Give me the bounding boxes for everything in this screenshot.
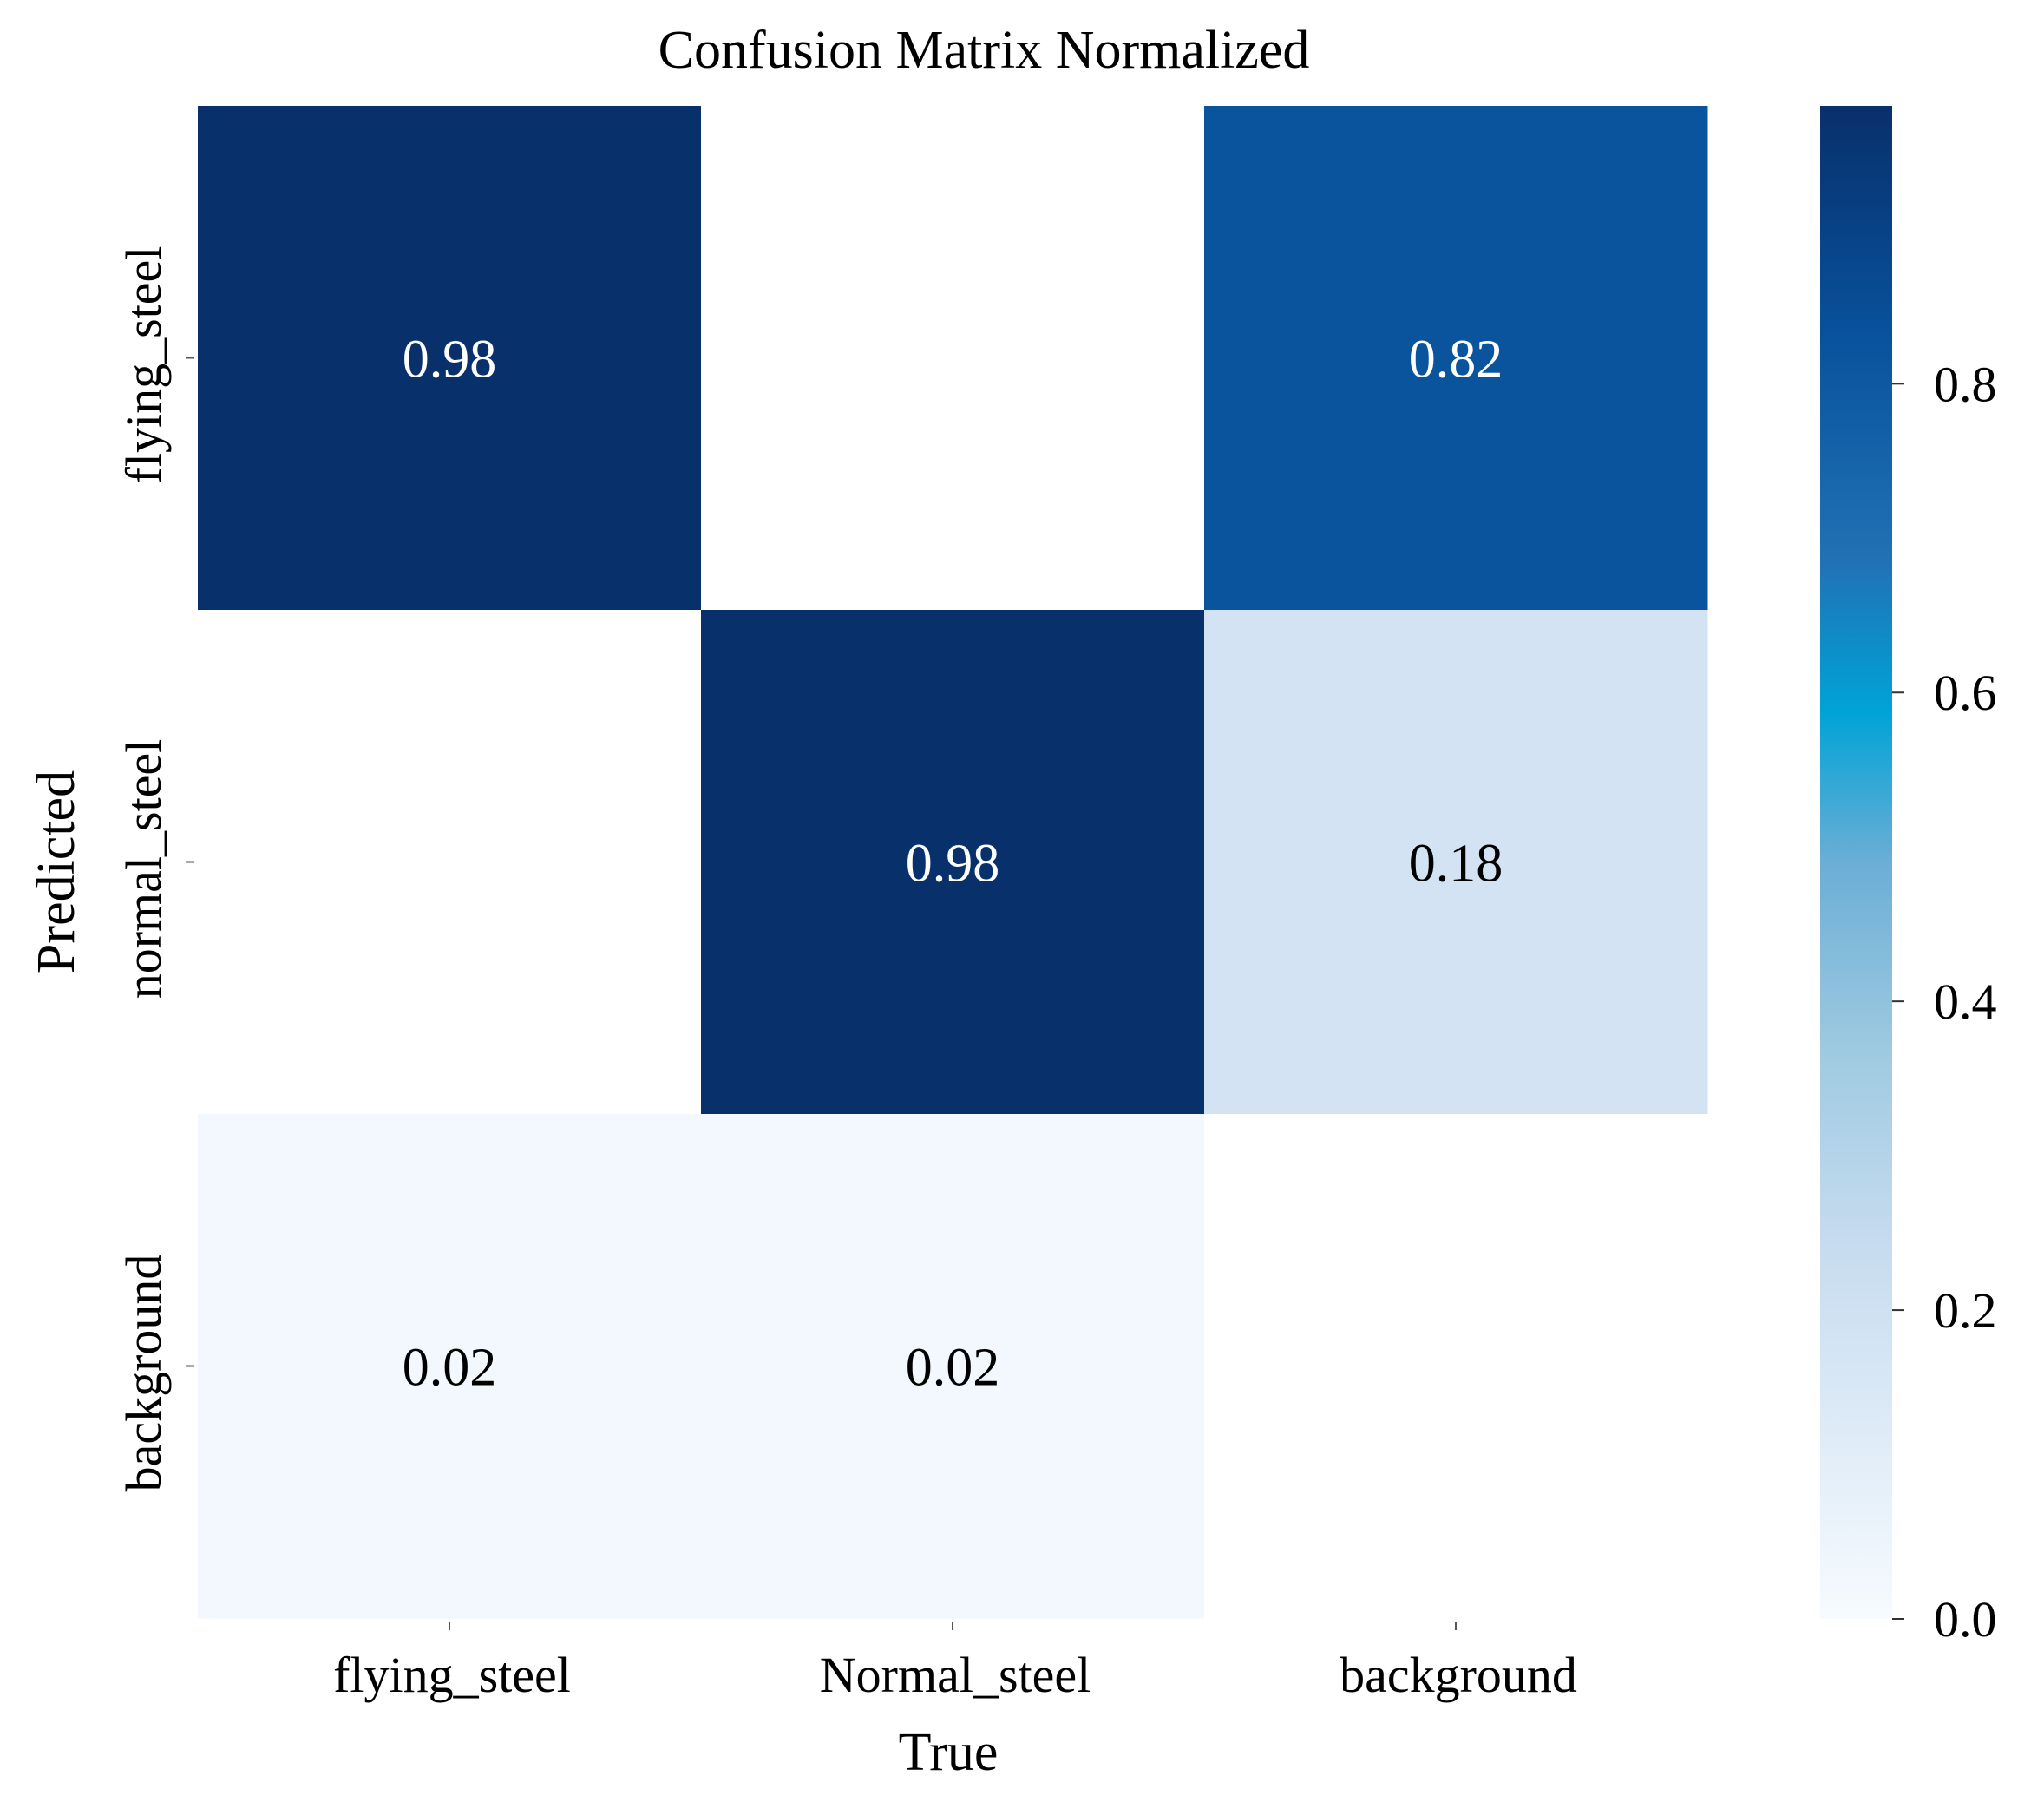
cell-value-label: 0.82 (1409, 331, 1504, 390)
heatmap-cell-r2-c2 (1204, 1114, 1708, 1619)
heatmap-cell-r1-c0 (198, 610, 702, 1115)
chart-title: Confusion Matrix Normalized (658, 21, 1310, 80)
colorbar-tick-label: 0.4 (1934, 973, 1997, 1030)
heatmap-cell-r0-c1 (701, 106, 1205, 611)
cell-value-label: 0.98 (906, 835, 1000, 894)
heatmap-cells (198, 106, 1708, 1619)
heatmap-cell-r2-c1 (701, 1114, 1205, 1619)
cell-value-label: 0.98 (403, 331, 497, 390)
x-axis-title: True (899, 1723, 999, 1782)
heatmap-cell-r0-c2 (1204, 106, 1708, 611)
colorbar-tick-label: 0.0 (1934, 1591, 1997, 1648)
colorbar-tick-label: 0.8 (1934, 356, 1997, 412)
cell-value-label: 0.18 (1409, 835, 1504, 894)
x-tick-label: background (1340, 1647, 1577, 1703)
cell-value-label: 0.02 (906, 1339, 1000, 1398)
cell-value-label: 0.02 (403, 1339, 497, 1398)
colorbar-tick-label: 0.2 (1934, 1282, 1997, 1339)
heatmap-cell-r0-c0 (198, 106, 702, 611)
heatmap-cell-labels: 0.98 0.82 0.98 0.18 0.02 0.02 (403, 331, 1504, 1398)
x-axis-ticks: flying_steel Normal_steel background (333, 1622, 1577, 1703)
colorbar-ticks: 0.0 0.2 0.4 0.6 0.8 (1892, 356, 1997, 1648)
heatmap-cell-r1-c2 (1204, 610, 1708, 1115)
y-tick-label: normal_steel (115, 739, 172, 999)
x-tick-label: flying_steel (333, 1647, 571, 1703)
y-tick-label: flying_steel (115, 246, 172, 484)
heatmap-cell-r2-c0 (198, 1114, 702, 1619)
y-tick-label: background (115, 1255, 172, 1492)
y-axis-ticks: flying_steel normal_steel background (115, 246, 194, 1492)
colorbar (1820, 106, 1892, 1619)
x-tick-label: Normal_steel (820, 1647, 1091, 1703)
heatmap-cell-r1-c1 (701, 610, 1205, 1115)
y-axis-title: Predicted (27, 770, 86, 973)
colorbar-tick-label: 0.6 (1934, 665, 1997, 721)
